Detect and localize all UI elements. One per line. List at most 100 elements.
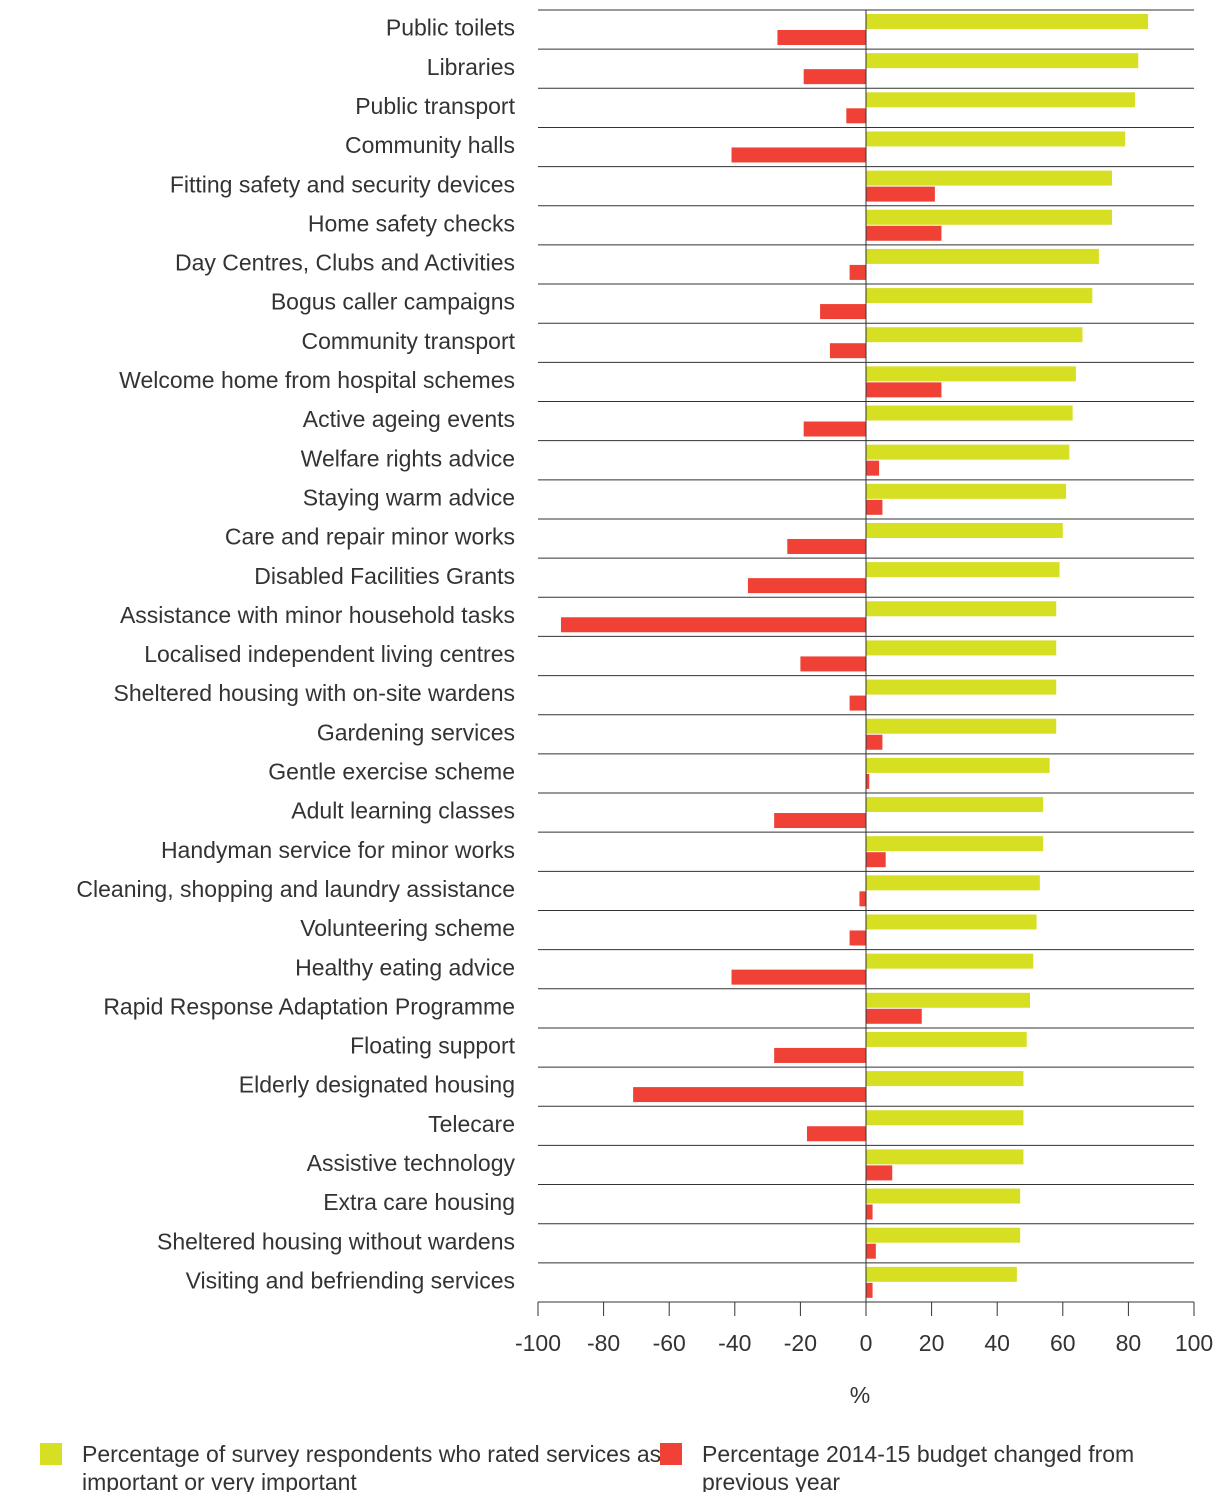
bar [866,460,880,476]
bar [866,483,1067,499]
y-tick-label: Floating support [350,1033,516,1059]
bar [866,601,1057,617]
bar [747,578,866,594]
bar [866,248,1099,264]
bar [866,1110,1024,1126]
bar [787,538,866,554]
bar [866,53,1139,69]
y-tick-label: Volunteering scheme [300,915,515,941]
y-tick-label: Assistance with minor household tasks [120,602,515,628]
y-tick-label: Care and repair minor works [225,524,515,550]
y-tick-label: Public toilets [386,15,515,41]
y-tick-label: Fitting safety and security devices [170,171,515,197]
y-tick-label: Sheltered housing with on-site wardens [114,680,515,706]
bar [866,1149,1024,1165]
bar [829,343,866,359]
bar [731,147,866,163]
y-tick-label: Rapid Response Adaptation Programme [103,993,515,1019]
chart: % -100 -80 -60 -40 -20 0 20 40 60 80 100 Public toi… [76,9,1213,1408]
bar [866,1227,1021,1243]
bar [866,186,935,202]
bar [866,1266,1017,1282]
bar [866,131,1126,147]
x-tick-label: -20 [784,1330,817,1356]
y-tick-label: Gardening services [317,719,515,745]
x-tick-label: 80 [1116,1330,1142,1356]
legend-label: Percentage 2014-15 budget changed from p… [702,1441,1135,1492]
bar [866,209,1112,225]
y-tick-label: Disabled Facilities Grants [254,563,515,589]
bar [800,656,866,672]
bar [866,640,1057,656]
x-tick-label: 20 [919,1330,945,1356]
x-axis-label: % [850,1382,870,1408]
bar [803,69,866,85]
bar [866,679,1057,695]
bar [866,382,942,398]
y-tick-label: Handyman service for minor works [161,837,515,863]
bar [866,875,1040,891]
legend-item: Percentage 2014-15 budget changed from p… [660,1440,1214,1492]
bar [866,1165,893,1181]
bar [866,953,1034,969]
bar [866,225,942,241]
y-tick-label: Sheltered housing without wardens [157,1228,515,1254]
bar [866,170,1112,186]
bar [803,421,866,437]
y-tick-label: Telecare [428,1111,515,1137]
bar [866,522,1063,538]
bar [866,562,1060,578]
legend-label: Percentage of survey respondents who rat… [82,1441,662,1492]
x-tick-label: -40 [718,1330,751,1356]
legend-swatch [40,1443,62,1465]
y-tick-label: Elderly designated housing [239,1072,515,1098]
y-tick-label: Community transport [302,328,516,354]
bar [866,1008,922,1024]
x-tick-label: -60 [653,1330,686,1356]
y-tick-label: Community halls [345,132,515,158]
x-tick-label: 60 [1050,1330,1076,1356]
y-tick-label: Localised independent living centres [144,641,515,667]
bar [866,366,1076,382]
y-tick-label: Assistive technology [307,1150,516,1176]
x-tick-label: -80 [587,1330,620,1356]
legend-swatch [660,1443,682,1465]
bar [866,914,1037,930]
y-tick-label: Home safety checks [308,210,515,236]
y-tick-label: Day Centres, Clubs and Activities [175,250,515,276]
bar [866,1071,1024,1087]
bar [866,992,1030,1008]
bar [866,852,886,868]
bar [866,288,1093,304]
bar [731,969,866,985]
bar [774,813,866,829]
y-tick-label: Visiting and befriending services [186,1268,515,1294]
y-tick-label: Bogus caller campaigns [271,289,515,315]
bar [866,1204,873,1220]
bar [633,1087,866,1103]
y-tick-label: Libraries [427,54,515,80]
bar [866,405,1073,421]
bar [866,444,1070,460]
x-tick-label: 0 [860,1330,873,1356]
bar [849,264,866,280]
y-tick-label: Adult learning classes [291,798,515,824]
bar [806,1126,866,1142]
bar [866,1188,1021,1204]
bar [859,891,866,907]
bar [866,327,1083,343]
y-tick-label: Gentle exercise scheme [268,759,515,785]
x-tick-label: 40 [984,1330,1010,1356]
bar [866,836,1044,852]
y-tick-label: Extra care housing [323,1189,515,1215]
bar [849,930,866,946]
bar [866,499,883,515]
bar [820,304,866,320]
bar [866,734,883,750]
bar [849,695,866,711]
bar [866,92,1135,108]
bar [866,14,1149,29]
bar [866,718,1057,734]
bar [866,1031,1027,1047]
